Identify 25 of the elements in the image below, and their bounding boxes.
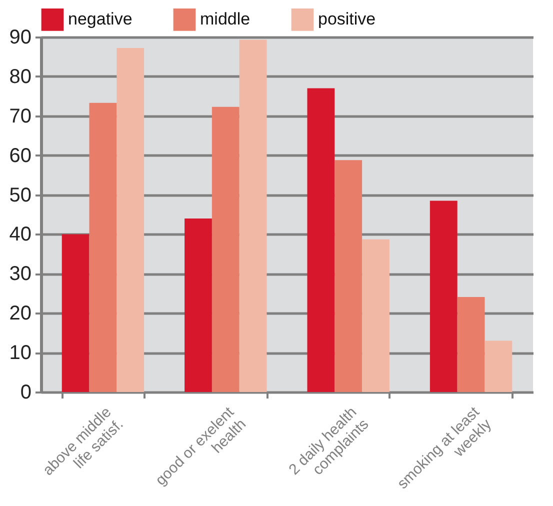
y-tick-label: 70: [9, 105, 32, 128]
y-tick-label: 20: [9, 302, 32, 325]
legend-label: negative: [68, 10, 132, 29]
y-tick-label: 80: [9, 66, 32, 88]
legend-label: positive: [318, 10, 376, 29]
bar: [430, 200, 458, 392]
bar: [89, 102, 117, 392]
bar: [457, 296, 485, 392]
y-tick-label: 60: [9, 144, 32, 167]
y-tick-label: 50: [9, 184, 32, 206]
y-tick-label: 0: [20, 382, 32, 404]
legend-label: middle: [200, 10, 250, 29]
bar: [334, 160, 362, 392]
y-tick-label: 10: [9, 342, 32, 364]
bar: [307, 88, 335, 392]
bar: [184, 218, 212, 392]
bar: [212, 106, 240, 392]
bar: [116, 48, 144, 392]
bar: [484, 340, 512, 392]
y-tick-label: 30: [9, 263, 32, 286]
bar: [239, 40, 267, 392]
bar: [362, 239, 390, 392]
bar: [62, 234, 90, 392]
y-tick-label: 90: [9, 26, 32, 48]
y-tick-label: 40: [9, 224, 32, 246]
